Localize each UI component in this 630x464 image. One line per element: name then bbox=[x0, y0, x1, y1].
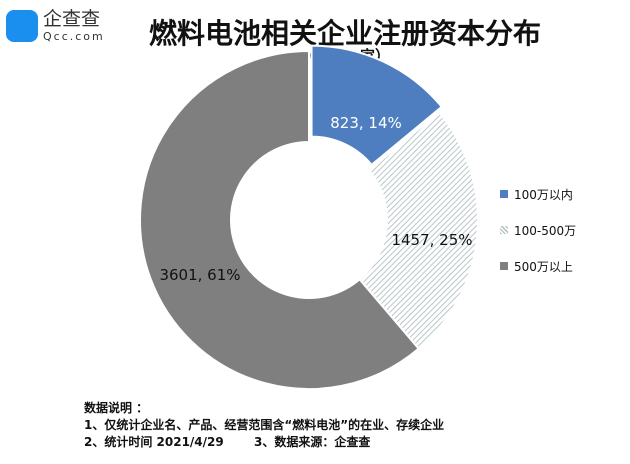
notes-line2b: 3、数据来源：企查查 bbox=[254, 435, 371, 449]
notes-line2a: 2、统计时间 2021/4/29 bbox=[84, 435, 224, 449]
legend-item: 100-500万 bbox=[500, 212, 576, 248]
legend-swatch bbox=[500, 190, 508, 198]
legend-label: 100-500万 bbox=[514, 223, 577, 238]
legend-item: 500万以上 bbox=[500, 248, 576, 284]
donut-slice bbox=[358, 110, 479, 351]
legend-swatch bbox=[500, 262, 508, 270]
data-label: 3601, 61% bbox=[159, 266, 240, 284]
logo-icon bbox=[6, 10, 38, 42]
data-label: 823, 14% bbox=[330, 114, 402, 132]
legend-label: 500万以上 bbox=[514, 259, 573, 274]
logo-cn: 企查查 bbox=[43, 8, 101, 30]
data-label: 1457, 25% bbox=[391, 231, 472, 249]
logo: 企查查 Qcc.com bbox=[6, 10, 105, 42]
donut-slice bbox=[310, 44, 444, 167]
logo-en: Qcc.com bbox=[43, 30, 105, 43]
legend-label: 100万以内 bbox=[514, 187, 573, 202]
legend-item: 100万以内 bbox=[500, 176, 576, 212]
notes-heading: 数据说明 ： bbox=[84, 401, 149, 415]
legend: 100万以内 100-500万 500万以上 bbox=[500, 176, 576, 284]
legend-swatch bbox=[500, 226, 508, 234]
notes-line1: 1、仅统计企业名、产品、经营范围含“燃料电池”的在业、存续企业 bbox=[84, 418, 445, 432]
notes: 数据说明 ： 1、仅统计企业名、产品、经营范围含“燃料电池”的在业、存续企业 2… bbox=[84, 400, 444, 451]
donut-slice bbox=[139, 49, 421, 390]
chart-title: 燃料电池相关企业注册资本分布 bbox=[148, 17, 541, 50]
